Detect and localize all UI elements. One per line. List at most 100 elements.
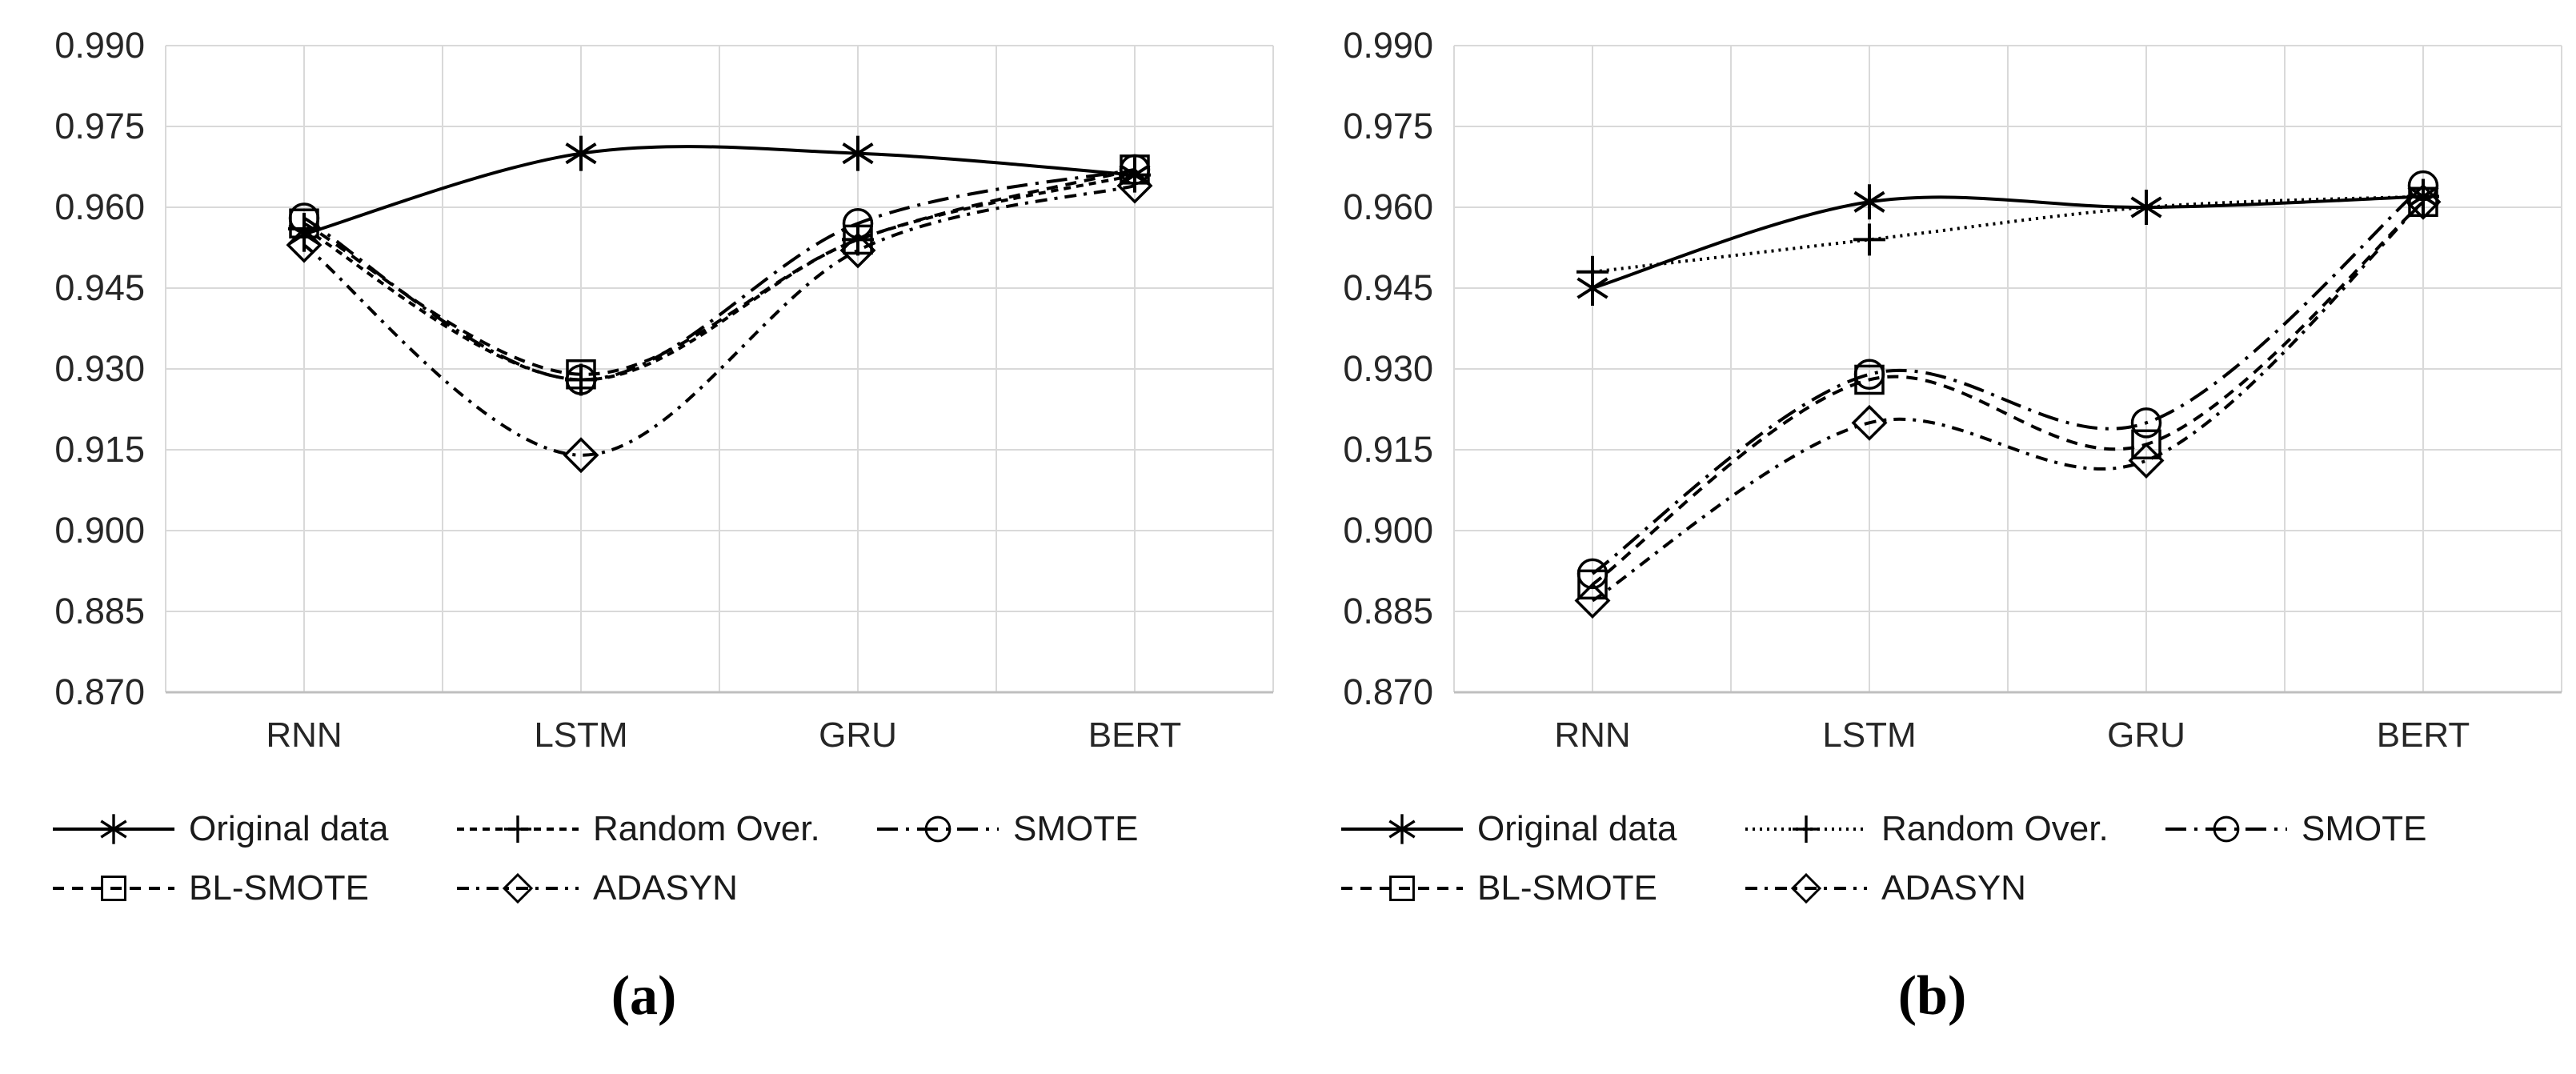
diamond-marker-icon: [2405, 183, 2442, 220]
y-axis-tick-labels: 0.990 0.975 0.960 0.945 0.930 0.915 0.900 0.885…: [1343, 25, 1433, 712]
circle-marker-icon: [842, 207, 874, 239]
legend-line-sample: [457, 816, 579, 843]
square-marker-icon: [1577, 569, 1608, 600]
legend-label: Original data: [1477, 809, 1677, 848]
legend-item-adasyn: ADASYN: [1742, 866, 2078, 911]
y-tick-label: 0.885: [1343, 591, 1433, 631]
plus-marker-icon: [842, 223, 874, 256]
x-tick-label: RNN: [1554, 715, 1630, 755]
plus-marker-icon: [1793, 816, 1820, 843]
legend-line-sample: [1341, 876, 1463, 901]
circle-marker-icon: [2407, 170, 2439, 202]
square-marker-icon: [1120, 154, 1150, 185]
diamond-marker-icon: [502, 872, 534, 904]
legend-line-sample: [877, 816, 999, 843]
x-tick-label: LSTM: [534, 715, 627, 755]
x-tick-label: RNN: [266, 715, 342, 755]
legend-label: Random Over.: [593, 809, 820, 848]
legend-label: BL-SMOTE: [189, 868, 369, 908]
legend-item-random-over: Random Over.: [454, 807, 874, 852]
circle-marker-icon: [924, 816, 951, 843]
gridlines: [165, 45, 1274, 693]
diamond-marker-icon: [1574, 583, 1611, 619]
chart-a: 0.990 0.975 0.960 0.945 0.930 0.915 0.900 0.885…: [50, 25, 1274, 1027]
legend-label: ADASYN: [1881, 868, 2026, 908]
legend-item-original-data: Original data: [50, 807, 454, 852]
legend-row: Original data Random Over. SMOTE: [50, 807, 1250, 852]
y-tick-label: 0.960: [1343, 186, 1433, 227]
plus-marker-icon: [1119, 158, 1151, 191]
y-tick-label: 0.945: [54, 267, 145, 308]
diamond-marker-icon: [1851, 404, 1888, 441]
legend-line-sample: [53, 814, 174, 844]
legend-label: SMOTE: [1013, 809, 1139, 848]
y-tick-label: 0.915: [54, 429, 145, 470]
chart-a-legend: Original data Random Over. SMOTE BL-SMOTE AD…: [50, 807, 1250, 911]
x-tick-label: GRU: [819, 715, 897, 755]
square-marker-icon: [2408, 186, 2438, 218]
y-tick-label: 0.870: [54, 671, 145, 712]
y-tick-label: 0.930: [1343, 348, 1433, 389]
y-axis-tick-labels: 0.990 0.975 0.960 0.945 0.930 0.915 0.900 0.885…: [54, 25, 145, 712]
square-marker-icon: [289, 208, 319, 238]
legend-line-sample: [53, 876, 174, 901]
circle-marker-icon: [2130, 407, 2162, 439]
diamond-marker-icon: [1790, 872, 1822, 904]
chart-a-caption: (a): [611, 965, 677, 1027]
circle-marker-icon: [2213, 816, 2240, 843]
plus-marker-icon: [1853, 223, 1885, 256]
legend-label: Original data: [189, 809, 389, 848]
legend-item-random-over: Random Over.: [1742, 807, 2162, 852]
asterisk-marker-icon: [1853, 184, 1885, 220]
legend-line-sample: [1341, 814, 1463, 844]
square-marker-icon: [566, 359, 596, 390]
y-tick-label: 0.975: [54, 106, 145, 146]
series-line-random-over: [1592, 194, 2424, 274]
diamond-marker-icon: [286, 226, 323, 263]
series-markers-bl-smote: [289, 154, 1150, 390]
legend-label: BL-SMOTE: [1477, 868, 1657, 908]
series-line-bl-smote: [303, 167, 1136, 376]
y-tick-label: 0.960: [54, 186, 145, 227]
legend-item-smote: SMOTE: [874, 807, 1210, 852]
legend-item-original-data: Original data: [1338, 807, 1742, 852]
legend-label: Random Over.: [1881, 809, 2109, 848]
legend-line-sample: [1745, 816, 1867, 843]
asterisk-marker-icon: [1388, 814, 1416, 844]
diamond-marker-icon: [563, 437, 599, 474]
legend-item-bl-smote: BL-SMOTE: [50, 866, 454, 911]
legend-item-smote: SMOTE: [2162, 807, 2498, 852]
plus-marker-icon: [504, 816, 531, 843]
series-line-smote: [1591, 184, 2425, 575]
series-line-adasyn: [1591, 200, 2425, 603]
legend-label: ADASYN: [593, 868, 738, 908]
chart-b-legend: Original data Random Over. SMOTE BL-SMOTE AD…: [1338, 807, 2538, 911]
chart-a-plot-area: 0.990 0.975 0.960 0.945 0.930 0.915 0.900 0.885…: [54, 25, 1274, 755]
legend-row: Original data Random Over. SMOTE: [1338, 807, 2538, 852]
y-tick-label: 0.990: [54, 25, 145, 66]
square-marker-icon: [843, 224, 873, 255]
series-markers-adasyn: [1574, 183, 2442, 619]
legend-row: BL-SMOTE ADASYN: [50, 866, 1250, 911]
diamond-marker-icon: [2128, 442, 2165, 479]
asterisk-marker-icon: [565, 135, 597, 171]
chart-b-plot-area: 0.990 0.975 0.960 0.945 0.930 0.915 0.900 0.885…: [1343, 25, 2562, 755]
x-axis-tick-labels: RNN LSTM GRU BERT: [266, 715, 1181, 755]
legend-item-adasyn: ADASYN: [454, 866, 790, 911]
series-line-bl-smote: [1591, 200, 2425, 586]
series-line-adasyn: [302, 184, 1136, 457]
square-marker-icon: [101, 876, 126, 901]
series-markers-bl-smote: [1577, 186, 2438, 600]
y-tick-label: 0.990: [1343, 25, 1433, 66]
asterisk-marker-icon: [842, 135, 874, 171]
y-tick-label: 0.915: [1343, 429, 1433, 470]
chart-b: 0.990 0.975 0.960 0.945 0.930 0.915 0.900 0.885…: [1288, 0, 2576, 1074]
diamond-marker-icon: [1116, 167, 1153, 204]
y-tick-label: 0.885: [54, 591, 145, 631]
y-tick-label: 0.930: [54, 348, 145, 389]
y-tick-label: 0.900: [54, 510, 145, 551]
legend-item-bl-smote: BL-SMOTE: [1338, 866, 1742, 911]
chart-b-caption: (b): [1897, 965, 1967, 1027]
gridlines: [1453, 45, 2562, 693]
series-line-random-over: [303, 173, 1136, 382]
